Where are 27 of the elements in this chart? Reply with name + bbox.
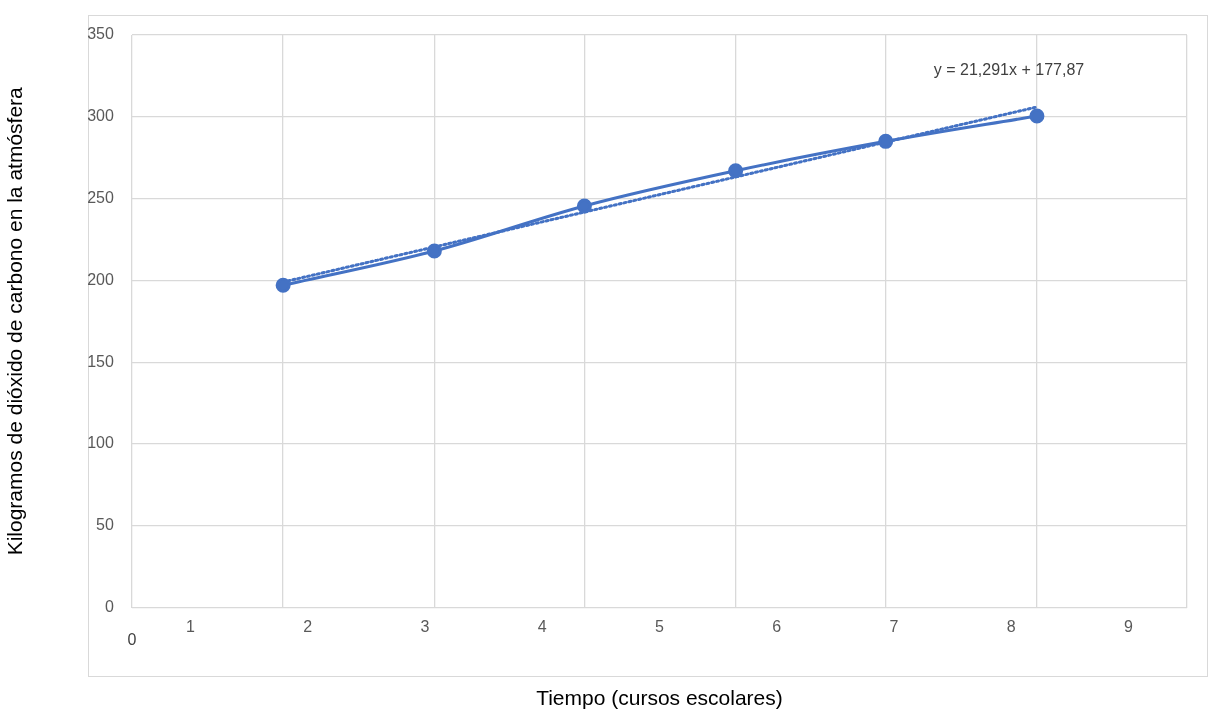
y-axis-title: Kilogramos de dióxido de carbono en la atmósfera [3,86,27,556]
x-tick-label: 9 [1123,617,1133,635]
x-tick-label: 2 [303,617,313,635]
y-tick-label: 350 [87,25,114,43]
x-tick-label: 4 [537,617,547,635]
y-tick-label: 50 [96,516,114,534]
annotation: y = 21,291x + 177,87 [933,61,1085,79]
point [275,277,291,293]
y-tick-label: 300 [87,107,114,125]
point [426,243,442,259]
x-tick-label: 3 [420,617,430,635]
x-tick-label: 8 [1006,617,1016,635]
x-axis-title: Tiempo (cursos escolares) [536,686,783,710]
y-tick-label: 250 [87,189,114,207]
x-tick-label: 1 [186,617,196,635]
point [576,198,592,214]
x-tick-label: 7 [889,617,899,635]
point [1029,108,1045,124]
y-tick-label: 100 [87,434,114,452]
text: 0 [127,631,137,649]
y-tick-label: 200 [87,270,114,288]
y-tick-label: 0 [104,598,114,616]
x-tick-label: 6 [772,617,782,635]
x-tick-label: 5 [654,617,664,635]
point [728,163,744,179]
point [878,133,894,149]
y-tick-label: 150 [87,352,114,370]
